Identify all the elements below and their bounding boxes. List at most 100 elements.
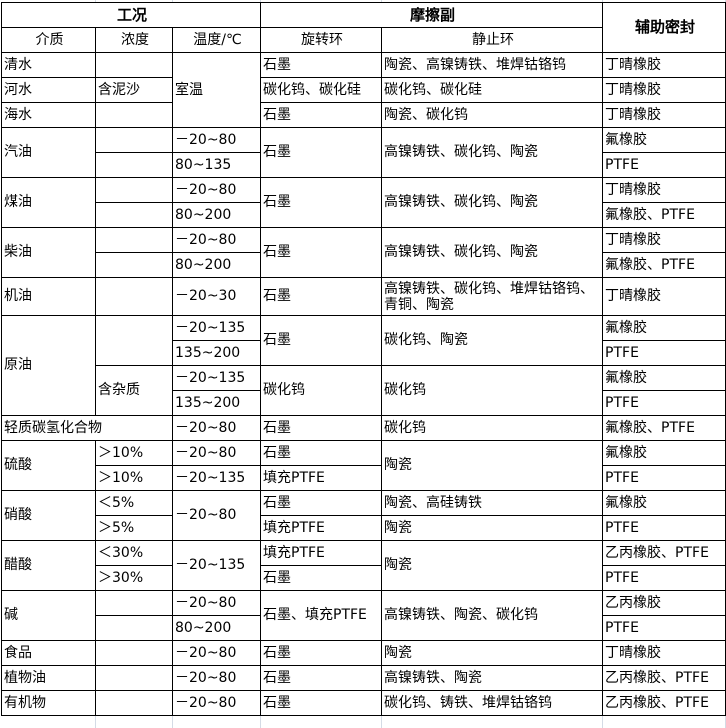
concentration-cell xyxy=(95,640,173,666)
header-rotating-ring: 旋转环 xyxy=(260,27,383,53)
concentration-cell xyxy=(95,277,173,316)
temperature-cell: －20~80 xyxy=(171,227,262,253)
temperature-cell: －20~80 xyxy=(171,690,262,716)
temperature-cell: －20~135 xyxy=(171,365,262,391)
seal-cell: 丁晴橡胶 xyxy=(602,640,726,666)
concentration-cell xyxy=(95,102,173,128)
table-row: 煤油 －20~80 石墨 高镍铸铁、碳化钨、陶瓷 丁晴橡胶 xyxy=(1,177,726,228)
medium-cell: 硝酸 xyxy=(1,490,96,541)
medium-cell: 汽油 xyxy=(1,127,96,178)
rotating-cell: 石墨 xyxy=(260,640,383,666)
seal-cell: 氟橡胶、PTFE xyxy=(602,252,726,278)
rotating-cell: 石墨 xyxy=(260,690,383,716)
temperature-cell: －20~80 xyxy=(171,640,262,666)
temperature-cell: －20~135 xyxy=(171,315,262,341)
seal-cell: 丁晴橡胶 xyxy=(602,177,726,203)
medium-cell: 食品 xyxy=(1,640,96,666)
table-row: 机油 －20~30 石墨 高镍铸铁、碳化钨、堆焊钴铬钨、青铜、陶瓷 丁晴橡胶 xyxy=(1,277,726,316)
table-row: 河水 含泥沙 碳化钨、碳化硅 碳化钨、碳化硅 丁晴橡胶 xyxy=(1,77,726,103)
seal-cell: 乙丙橡胶、PTFE xyxy=(602,540,726,566)
temperature-cell: 135~200 xyxy=(171,340,262,366)
seal-cell: PTFE xyxy=(602,565,726,591)
stationary-cell: 陶瓷、高硅铸铁 xyxy=(381,490,604,516)
rotating-cell: 石墨 xyxy=(260,565,383,591)
concentration-cell: ＞5% xyxy=(95,515,173,541)
table-row: ＞5% 填充PTFE 陶瓷 PTFE xyxy=(2,515,726,541)
table-row: 原油 －20~135 石墨 碳化钨、陶瓷 氟橡胶 xyxy=(1,315,726,416)
temperature-cell: －20~30 xyxy=(171,277,262,316)
concentration-cell xyxy=(95,252,173,278)
concentration-cell: ＞10% xyxy=(95,465,173,491)
seal-cell: 氟橡胶、PTFE xyxy=(602,202,726,228)
stationary-cell: 高镍铸铁、碳化钨、陶瓷 xyxy=(381,177,604,228)
seal-cell: 乙丙橡胶 xyxy=(602,590,726,616)
header-row-1: 工况 摩擦副 辅助密封 xyxy=(0,2,726,53)
concentration-cell xyxy=(95,315,173,366)
concentration-cell xyxy=(95,152,173,178)
medium-cell: 柴油 xyxy=(1,227,96,278)
seal-cell: PTFE xyxy=(602,152,726,178)
temperature-cell: －20~80 xyxy=(171,177,262,203)
concentration-cell xyxy=(95,127,173,153)
temperature-cell: －20~135 xyxy=(171,465,262,491)
concentration-cell: ＜30% xyxy=(95,540,173,566)
concentration-cell xyxy=(95,590,173,616)
rotating-cell: 石墨、填充PTFE xyxy=(260,590,383,641)
table-row: 有机物 －20~80 石墨 碳化钨、铸铁、堆焊钴铬钨 乙丙橡胶、PTFE xyxy=(1,690,726,716)
concentration-cell: ＜5% xyxy=(95,490,173,516)
table-row: 80~200 氟橡胶、PTFE xyxy=(2,252,726,278)
medium-cell: 硫酸 xyxy=(1,440,96,491)
table-row: 80~200 氟橡胶、PTFE xyxy=(2,202,726,228)
temperature-cell: －20~80 xyxy=(171,490,262,541)
concentration-cell: ＞30% xyxy=(95,565,173,591)
seal-cell: 乙丙橡胶、PTFE xyxy=(602,690,726,716)
table-row: 含杂质 －20~135 碳化钨 碳化钨 氟橡胶 xyxy=(2,365,726,416)
header-temperature: 温度/℃ xyxy=(171,27,262,53)
seal-cell: 丁晴橡胶 xyxy=(602,52,726,78)
table-row: 植物油 －20~80 石墨 高镍铸铁、陶瓷 乙丙橡胶、PTFE xyxy=(1,665,726,691)
temperature-cell: －20~80 xyxy=(171,665,262,691)
table-row: 柴油 －20~80 石墨 高镍铸铁、碳化钨、陶瓷 丁晴橡胶 xyxy=(1,227,726,278)
temperature-cell: 80~135 xyxy=(171,152,262,178)
concentration-cell xyxy=(95,665,173,691)
medium-cell: 碱 xyxy=(1,590,96,641)
rotating-cell: 填充PTFE xyxy=(260,515,383,541)
header-friction-pair: 摩擦副 xyxy=(260,2,604,28)
temperature-cell: －20~80 xyxy=(171,590,262,616)
concentration-cell xyxy=(95,202,173,228)
rotating-cell: 石墨 xyxy=(260,440,383,466)
concentration-cell: 含杂质 xyxy=(95,365,173,416)
seal-cell: 丁晴橡胶 xyxy=(602,102,726,128)
seal-cell: PTFE xyxy=(602,390,726,416)
rotating-cell: 石墨 xyxy=(260,177,383,228)
rotating-cell: 石墨 xyxy=(260,277,383,316)
stationary-cell: 陶瓷 xyxy=(381,440,604,491)
rotating-cell: 填充PTFE xyxy=(260,465,383,491)
concentration-cell xyxy=(95,615,173,641)
concentration-cell xyxy=(95,227,173,253)
temperature-cell: 室温 xyxy=(171,52,262,128)
header-stationary-ring: 静止环 xyxy=(381,27,604,53)
medium-cell: 醋酸 xyxy=(1,540,96,591)
stationary-cell: 碳化钨、铸铁、堆焊钴铬钨 xyxy=(381,690,604,716)
medium-cell: 轻质碳氢化合物 xyxy=(1,415,173,441)
stationary-cell: 高镍铸铁、陶瓷、碳化钨 xyxy=(381,590,604,641)
concentration-cell xyxy=(95,690,173,716)
temperature-cell: 80~200 xyxy=(171,615,262,641)
rotating-cell: 石墨 xyxy=(260,127,383,178)
stationary-cell: 陶瓷 xyxy=(381,515,604,541)
stationary-cell: 陶瓷、高镍铸铁、堆焊钴铬钨 xyxy=(381,52,604,78)
stationary-cell: 高镍铸铁、陶瓷 xyxy=(381,665,604,691)
medium-cell: 清水 xyxy=(1,52,96,78)
temperature-cell: －20~80 xyxy=(171,127,262,153)
concentration-cell: 含泥沙 xyxy=(95,77,173,103)
stationary-cell: 陶瓷 xyxy=(381,540,604,591)
table-row: 汽油 －20~80 石墨 高镍铸铁、碳化钨、陶瓷 氟橡胶 xyxy=(1,127,726,178)
table-row: 轻质碳氢化合物 －20~80 石墨 碳化钨 氟橡胶、PTFE xyxy=(1,415,726,441)
temperature-cell: －20~80 xyxy=(171,415,262,441)
header-conditions: 工况 xyxy=(0,2,262,28)
seal-cell: PTFE xyxy=(602,515,726,541)
table-row: 硝酸 ＜5% －20~80 石墨 陶瓷、高硅铸铁 氟橡胶 xyxy=(1,490,726,541)
seal-cell: 丁晴橡胶 xyxy=(602,227,726,253)
